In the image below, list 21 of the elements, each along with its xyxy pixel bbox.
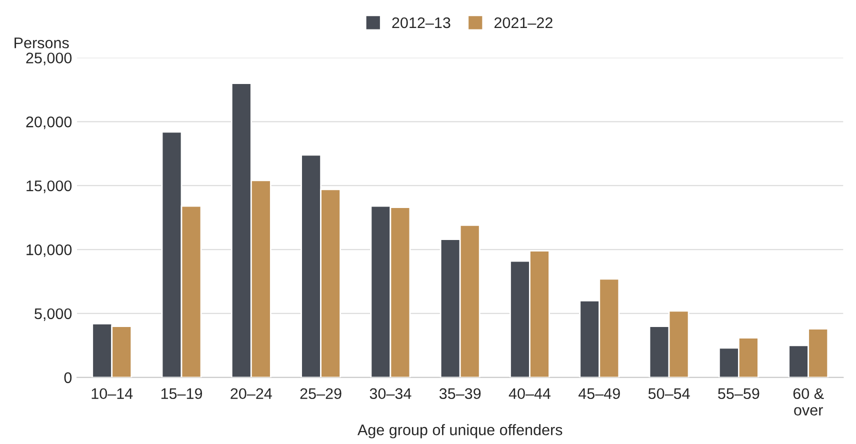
x-tick-label: 55–59 (718, 388, 760, 400)
y-tick-label: 10,000 (26, 244, 72, 258)
x-tick-label: 60 & over (793, 388, 824, 416)
x-tick-label: 35–39 (439, 388, 481, 400)
x-tick-label: 20–24 (230, 388, 272, 400)
x-tick-label: 15–19 (161, 388, 202, 400)
legend-label: 2012–13 (392, 17, 450, 28)
y-tick-label: 20,000 (26, 116, 72, 130)
x-tick-label: 45–49 (578, 388, 620, 400)
x-tick-label: 10–14 (92, 388, 133, 400)
legend-label: 2021–22 (494, 17, 552, 28)
x-tick-label: 40–44 (508, 388, 551, 400)
x-tick-label: 30–34 (370, 388, 412, 400)
x-tick-label: 25–29 (300, 388, 342, 400)
x-tick-label: 50–54 (648, 388, 690, 400)
y-axis-title: Persons (14, 38, 69, 48)
x-axis-title: Age group of unique offenders (357, 424, 562, 438)
y-tick-label: 15,000 (26, 180, 72, 194)
y-tick-label: 0 (64, 372, 72, 384)
y-tick-label: 5,000 (34, 308, 72, 321)
y-tick-label: 25,000 (26, 52, 72, 66)
